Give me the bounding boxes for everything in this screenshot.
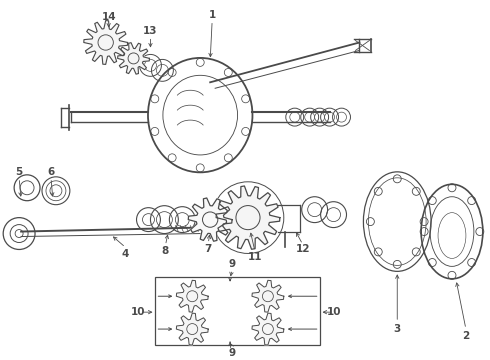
Polygon shape: [216, 186, 280, 249]
Text: 9: 9: [228, 260, 236, 269]
Text: 13: 13: [143, 26, 158, 36]
Text: 8: 8: [162, 247, 169, 256]
Text: 6: 6: [48, 167, 54, 177]
Polygon shape: [252, 280, 284, 312]
Text: 9: 9: [228, 348, 236, 358]
Polygon shape: [84, 21, 127, 64]
Text: 4: 4: [122, 249, 129, 260]
Polygon shape: [118, 43, 149, 74]
Text: 11: 11: [248, 252, 262, 262]
Text: 2: 2: [462, 331, 469, 341]
Text: 7: 7: [204, 244, 212, 255]
Polygon shape: [188, 198, 232, 241]
Text: 10: 10: [131, 307, 146, 317]
Text: 1: 1: [209, 10, 216, 20]
Text: 14: 14: [101, 12, 116, 22]
Polygon shape: [176, 313, 208, 345]
Text: 12: 12: [295, 244, 310, 255]
Text: 3: 3: [393, 324, 401, 334]
Polygon shape: [252, 313, 284, 345]
Bar: [155, 277, 319, 345]
Polygon shape: [176, 280, 208, 312]
Text: 5: 5: [16, 167, 23, 177]
Text: 10: 10: [327, 307, 342, 317]
